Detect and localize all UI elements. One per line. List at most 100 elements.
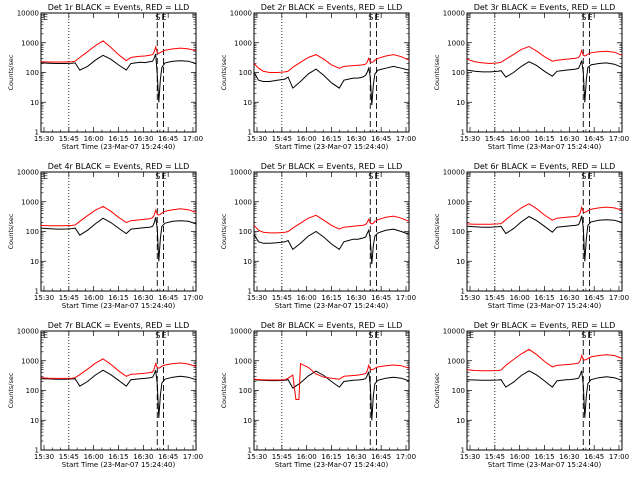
panel-title: Det 7r BLACK = Events, RED = LLD [48, 321, 190, 330]
plot-frame [466, 171, 623, 292]
x-tick-label: 16:15 [321, 294, 341, 302]
x-axis-title: Start Time (23-Mar-07 15:24:40) [275, 302, 389, 310]
panel-1: Det 1r BLACK = Events, RED = LLD 1 10 100 10… [7, 3, 203, 151]
y-tick-label: 1 [35, 288, 39, 296]
y-axis-title: Counts/sec [433, 213, 441, 249]
y-tick-label: 1 [248, 129, 252, 137]
x-tick-label: 16:30 [133, 294, 153, 302]
y-tick-label: 10 [243, 99, 252, 107]
y-axis-title: Counts/sec [220, 372, 228, 408]
x-axis-title: Start Time (23-Mar-07 15:24:40) [62, 143, 176, 151]
x-tick-label: 17:00 [183, 294, 203, 302]
y-tick-label: 10000 [17, 10, 39, 18]
event-marker-label: E [374, 172, 379, 181]
y-tick-label: 1 [461, 288, 465, 296]
x-tick-label: 16:00 [510, 294, 530, 302]
y-tick-label: 1000 [447, 357, 465, 365]
panel-7: Det 7r BLACK = Events, RED = LLD 1 10 100 10… [7, 321, 203, 469]
event-marker-label: E [374, 13, 379, 22]
x-tick-label: 16:45 [371, 453, 391, 461]
y-tick-label: 100 [239, 69, 252, 77]
series-line-events [40, 53, 197, 103]
x-tick-label: 15:45 [485, 294, 505, 302]
plot-frame [253, 330, 410, 451]
y-tick-label: 10000 [230, 169, 252, 177]
y-axis-title: Counts/sec [7, 54, 15, 90]
y-tick-label: 1000 [234, 198, 252, 206]
plot-frame [253, 171, 410, 292]
x-tick-label: 16:30 [346, 294, 366, 302]
x-tick-label: 16:45 [584, 294, 604, 302]
event-marker-label: E [587, 172, 592, 181]
x-tick-label: 16:45 [158, 453, 178, 461]
x-tick-label: 16:15 [108, 294, 128, 302]
y-tick-label: 1 [461, 129, 465, 137]
y-axis-title: Counts/sec [220, 54, 228, 90]
series-line-lld [253, 362, 410, 400]
x-tick-label: 16:00 [297, 294, 317, 302]
series-line-lld [466, 348, 623, 372]
y-tick-label: 1000 [447, 39, 465, 47]
panel-4: Det 4r BLACK = Events, RED = LLD 1 10 100 10… [7, 162, 203, 310]
x-axis-title: Start Time (23-Mar-07 15:24:40) [62, 302, 176, 310]
y-tick-label: 1000 [447, 198, 465, 206]
event-marker-label: S [581, 331, 586, 340]
x-tick-label: 17:00 [609, 453, 629, 461]
x-tick-label: 16:45 [584, 135, 604, 143]
y-tick-label: 100 [239, 387, 252, 395]
x-tick-label: 16:30 [559, 135, 579, 143]
series-line-lld [466, 45, 623, 65]
y-tick-label: 1 [35, 447, 39, 455]
x-tick-label: 17:00 [609, 135, 629, 143]
y-axis-title: Counts/sec [220, 213, 228, 249]
x-tick-label: 17:00 [396, 294, 416, 302]
event-marker-label: E [43, 172, 48, 181]
panel-6: Det 6r BLACK = Events, RED = LLD 1 10 100 10… [433, 162, 629, 310]
series-line-lld [40, 40, 197, 63]
y-tick-label: 100 [239, 228, 252, 236]
y-tick-label: 10000 [443, 169, 465, 177]
event-marker-label: S [155, 13, 160, 22]
event-marker-label: E [43, 331, 48, 340]
y-tick-label: 10 [243, 258, 252, 266]
y-tick-label: 1 [461, 447, 465, 455]
series-line-lld [253, 54, 410, 73]
panel-title: Det 1r BLACK = Events, RED = LLD [48, 3, 190, 12]
panel-title: Det 9r BLACK = Events, RED = LLD [474, 321, 616, 330]
x-tick-label: 15:30 [34, 294, 54, 302]
x-axis-title: Start Time (23-Mar-07 15:24:40) [488, 143, 602, 151]
x-tick-label: 15:30 [460, 135, 480, 143]
x-tick-label: 15:30 [460, 294, 480, 302]
plot-frame [40, 330, 197, 451]
x-axis-title: Start Time (23-Mar-07 15:24:40) [62, 461, 176, 469]
panel-title: Det 2r BLACK = Events, RED = LLD [261, 3, 403, 12]
x-tick-label: 16:45 [584, 453, 604, 461]
panel-title: Det 6r BLACK = Events, RED = LLD [474, 162, 616, 171]
x-axis-title: Start Time (23-Mar-07 15:24:40) [275, 143, 389, 151]
y-axis-title: Counts/sec [433, 54, 441, 90]
x-tick-label: 16:15 [321, 453, 341, 461]
plot-frame [466, 12, 623, 133]
x-tick-label: 17:00 [396, 135, 416, 143]
series-line-lld [40, 358, 197, 379]
x-tick-label: 15:30 [460, 453, 480, 461]
x-tick-label: 16:15 [534, 294, 554, 302]
series-line-events [253, 370, 410, 421]
panel-title: Det 3r BLACK = Events, RED = LLD [474, 3, 616, 12]
y-tick-label: 1000 [234, 357, 252, 365]
event-marker-label: E [161, 13, 166, 22]
event-marker-label: S [155, 172, 160, 181]
y-axis-title: Counts/sec [433, 372, 441, 408]
x-tick-label: 15:30 [247, 135, 267, 143]
x-tick-label: 15:45 [59, 294, 79, 302]
y-tick-label: 1000 [21, 198, 39, 206]
y-tick-label: 10 [30, 258, 39, 266]
plot-frame [466, 330, 623, 451]
event-marker-label: E [161, 331, 166, 340]
event-marker-label: E [587, 331, 592, 340]
x-tick-label: 15:45 [485, 453, 505, 461]
x-tick-label: 16:30 [559, 453, 579, 461]
x-axis-title: Start Time (23-Mar-07 15:24:40) [488, 302, 602, 310]
event-marker-label: S [368, 172, 373, 181]
